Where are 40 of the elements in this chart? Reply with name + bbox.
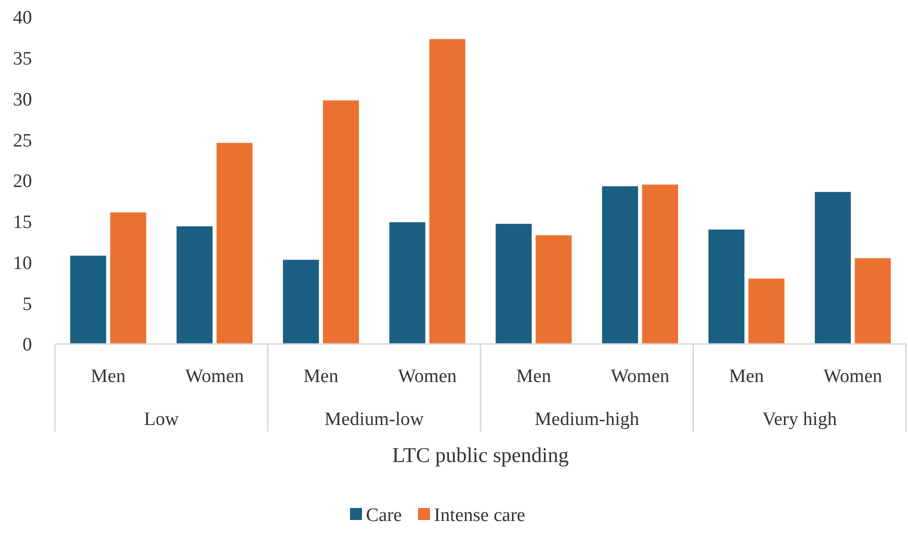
bar: [110, 212, 146, 344]
y-tick-label: 5: [22, 294, 32, 315]
y-tick-label: 30: [13, 89, 32, 110]
x-tick-label: Men: [304, 366, 339, 387]
x-axis-title: LTC public spending: [392, 443, 570, 467]
y-tick-label: 20: [13, 171, 32, 192]
bar: [642, 184, 678, 344]
bar: [389, 222, 426, 344]
x-tick-label: Men: [516, 366, 552, 387]
legend-label: Care: [366, 505, 402, 526]
bar: [748, 278, 784, 344]
x-tick-label: Men: [729, 366, 764, 387]
y-tick-label: 10: [13, 252, 32, 274]
bar: [854, 258, 891, 344]
bar: [216, 142, 253, 344]
bar: [708, 230, 744, 344]
x-tick-label: Men: [90, 366, 126, 387]
y-tick-label: 15: [13, 212, 32, 234]
bar: [70, 256, 106, 344]
text: Medium-low: [324, 409, 424, 430]
bar: [176, 226, 213, 344]
y-tick-label: 40: [13, 8, 32, 29]
y-tick-label: 0: [22, 334, 32, 356]
bar: [322, 100, 359, 344]
bar: [602, 186, 638, 344]
text: Low: [144, 409, 180, 430]
bar: [814, 192, 851, 344]
bar: [536, 235, 572, 344]
text: Very high: [762, 409, 838, 430]
x-tick-label: Women: [824, 366, 883, 387]
bar: [282, 260, 319, 344]
bar: [429, 39, 466, 344]
text: Medium-high: [534, 409, 640, 430]
bar: [496, 224, 532, 344]
x-tick-label: Women: [398, 366, 458, 387]
legend-label: Intense care: [434, 505, 526, 526]
x-tick-label: Women: [610, 366, 670, 387]
y-tick-label: 35: [13, 48, 32, 70]
x-tick-label: Women: [185, 366, 244, 387]
y-tick-label: 25: [13, 130, 32, 152]
